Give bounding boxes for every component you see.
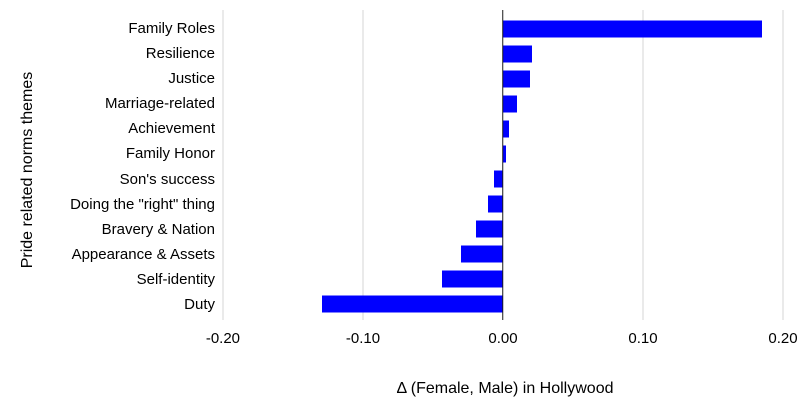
- category-label: Self-identity: [136, 270, 215, 288]
- bar: [476, 220, 503, 238]
- bar: [502, 145, 506, 163]
- x-axis-title: Δ (Female, Male) in Hollywood: [396, 380, 614, 397]
- gridline-x-0.20: [782, 10, 784, 320]
- bar-row: [220, 267, 790, 292]
- gridline-x-0.10: [642, 10, 644, 320]
- bar-row: [220, 116, 790, 141]
- category-label: Resilience: [145, 45, 215, 63]
- gridline-x--0.10: [362, 10, 364, 320]
- x-tick-label--0.10: -0.10: [345, 330, 381, 347]
- category-label: Family Honor: [125, 145, 215, 163]
- bar-row: [220, 166, 790, 191]
- bars-container: [220, 16, 790, 317]
- bar-row: [220, 141, 790, 166]
- category-label: Doing the "right" thing: [70, 195, 215, 213]
- bar-row: [220, 192, 790, 217]
- plot-area: [220, 10, 790, 320]
- category-label: Bravery & Nation: [101, 220, 215, 238]
- y-axis-category-labels: Family Roles Resilience Justice Marriage-re…: [0, 16, 215, 317]
- category-label: Achievement: [128, 120, 215, 138]
- category-label: Justice: [168, 70, 215, 88]
- zero-baseline: [502, 10, 504, 320]
- bar-row: [220, 41, 790, 66]
- bar: [502, 45, 532, 63]
- bar-row: [220, 242, 790, 267]
- bar: [502, 70, 530, 88]
- category-label: Family Roles: [128, 20, 215, 38]
- gridline-x--0.20: [222, 10, 224, 320]
- bar-row: [220, 16, 790, 41]
- bar-row: [220, 292, 790, 317]
- x-tick-label-0.00: 0.00: [488, 330, 518, 347]
- bar: [502, 95, 517, 113]
- x-tick-label-0.10: 0.10: [628, 330, 658, 347]
- category-label: Marriage-related: [104, 95, 215, 113]
- category-label: Duty: [184, 295, 215, 313]
- bar: [460, 245, 503, 263]
- category-label: Appearance & Assets: [71, 245, 215, 263]
- bar: [488, 195, 503, 213]
- x-axis-tick-labels: -0.20 -0.10 0.00 0.10 0.20: [206, 330, 798, 350]
- bar-row: [220, 66, 790, 91]
- x-tick-label-0.20: 0.20: [768, 330, 798, 347]
- bar-row: [220, 91, 790, 116]
- bar: [502, 120, 509, 138]
- bar: [502, 20, 762, 38]
- bar: [442, 270, 503, 288]
- bar: [493, 170, 503, 188]
- bar-row: [220, 217, 790, 242]
- category-label: Son's success: [119, 170, 215, 188]
- x-tick-label--0.20: -0.20: [205, 330, 241, 347]
- bar: [322, 295, 503, 313]
